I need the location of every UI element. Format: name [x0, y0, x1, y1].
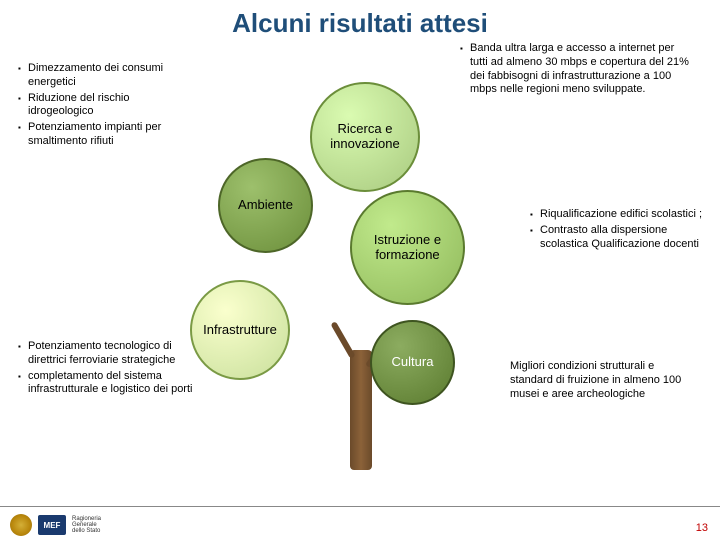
bubble-label: Ambiente — [238, 198, 293, 213]
list-item: Potenziamento tecnologico di direttrici … — [18, 340, 208, 368]
bubble-label: Istruzione e formazione — [358, 233, 457, 263]
list-item: Riqualificazione edifici scolastici ; — [530, 208, 705, 222]
list-item: Dimezzamento dei consumi energetici — [18, 62, 178, 90]
list-item: Contrasto alla dispersione scolastica Qu… — [530, 224, 705, 252]
text-ricerca: Banda ultra larga e accesso a internet p… — [460, 42, 695, 99]
list-ambiente: Dimezzamento dei consumi energetici Ridu… — [18, 62, 178, 149]
list-infrastrutture: Potenziamento tecnologico di direttrici … — [18, 340, 208, 397]
mef-label: Ragioneria Generale dello Stato — [72, 516, 101, 534]
bubble-label: Ricerca e innovazione — [318, 122, 412, 152]
list-item: Banda ultra larga e accesso a internet p… — [460, 42, 695, 97]
text-istruzione: Riqualificazione edifici scolastici ; Co… — [530, 208, 705, 253]
bubble-label: Cultura — [392, 355, 434, 370]
text-cultura: Migliori condizioni strutturali e standa… — [510, 360, 690, 401]
list-item: completamento del sistema infrastruttura… — [18, 370, 208, 398]
page-number: 13 — [696, 522, 708, 534]
bubble-ambiente: Ambiente — [218, 158, 313, 253]
bubble-istruzione: Istruzione e formazione — [350, 190, 465, 305]
text-content: Migliori condizioni strutturali e standa… — [510, 360, 681, 400]
bubble-label: Infrastrutture — [203, 323, 277, 338]
footer: MEF Ragioneria Generale dello Stato 13 — [0, 506, 720, 540]
tree-trunk — [350, 350, 372, 470]
list-item: Riduzione del rischio idrogeologico — [18, 92, 178, 120]
footer-logos: MEF Ragioneria Generale dello Stato — [10, 514, 101, 536]
list-ricerca: Banda ultra larga e accesso a internet p… — [460, 42, 695, 97]
diagram-canvas: Ricerca e innovazione Ambiente Istruzion… — [0, 0, 720, 540]
text-infrastrutture: Potenziamento tecnologico di direttrici … — [18, 340, 208, 399]
emblem-icon — [10, 514, 32, 536]
list-item: Potenziamento impianti per smaltimento r… — [18, 121, 178, 149]
bubble-cultura: Cultura — [370, 320, 455, 405]
bubble-ricerca: Ricerca e innovazione — [310, 82, 420, 192]
text-ambiente: Dimezzamento dei consumi energetici Ridu… — [18, 62, 178, 151]
list-istruzione: Riqualificazione edifici scolastici ; Co… — [530, 208, 705, 251]
mef-logo: MEF — [38, 515, 66, 535]
